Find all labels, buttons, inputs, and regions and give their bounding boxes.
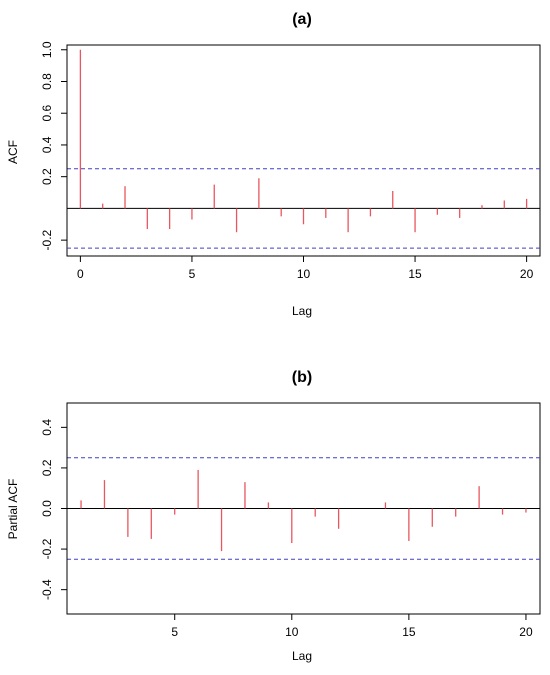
y-tick-label: -0.2 (40, 538, 54, 559)
y-tick-label: 0.6 (40, 105, 54, 122)
y-tick-label: 0.2 (40, 168, 54, 185)
x-tick-label: 20 (520, 267, 534, 281)
y-tick-label: 0.4 (40, 419, 54, 436)
pacf-chart: (b) 5 10 15 20 -0.4 -0.2 0.0 0.2 0.4 Lag Partia… (6, 369, 541, 663)
x-tick-label: 0 (77, 267, 84, 281)
acf-chart: (a) 0 5 10 15 20 -0.2 0.2 0.4 0.6 0.8 1.0 Lag ACF (6, 11, 541, 318)
chart-a-x-axis-label: Lag (292, 304, 312, 318)
x-tick-label: 15 (408, 267, 422, 281)
chart-a-plot-frame (66, 44, 541, 257)
y-tick-label: 0.0 (40, 500, 54, 517)
y-tick-label: 0.4 (40, 136, 54, 153)
chart-b-y-axis-label: Partial ACF (6, 479, 20, 540)
x-tick-label: 15 (402, 625, 416, 639)
x-tick-label: 5 (189, 267, 196, 281)
y-tick-label: -0.2 (40, 229, 54, 250)
x-tick-label: 10 (285, 625, 299, 639)
chart-b-x-axis-label: Lag (292, 649, 312, 663)
x-tick-label: 10 (297, 267, 311, 281)
x-tick-label: 20 (519, 625, 533, 639)
chart-a-y-axis-label: ACF (6, 140, 20, 164)
y-tick-label: 1.0 (40, 41, 54, 58)
chart-a-title: (a) (292, 11, 312, 28)
chart-b-title: (b) (292, 369, 312, 386)
y-tick-label: -0.4 (40, 579, 54, 600)
x-tick-label: 5 (171, 625, 178, 639)
y-tick-label: 0.2 (40, 459, 54, 476)
y-tick-label: 0.8 (40, 73, 54, 90)
